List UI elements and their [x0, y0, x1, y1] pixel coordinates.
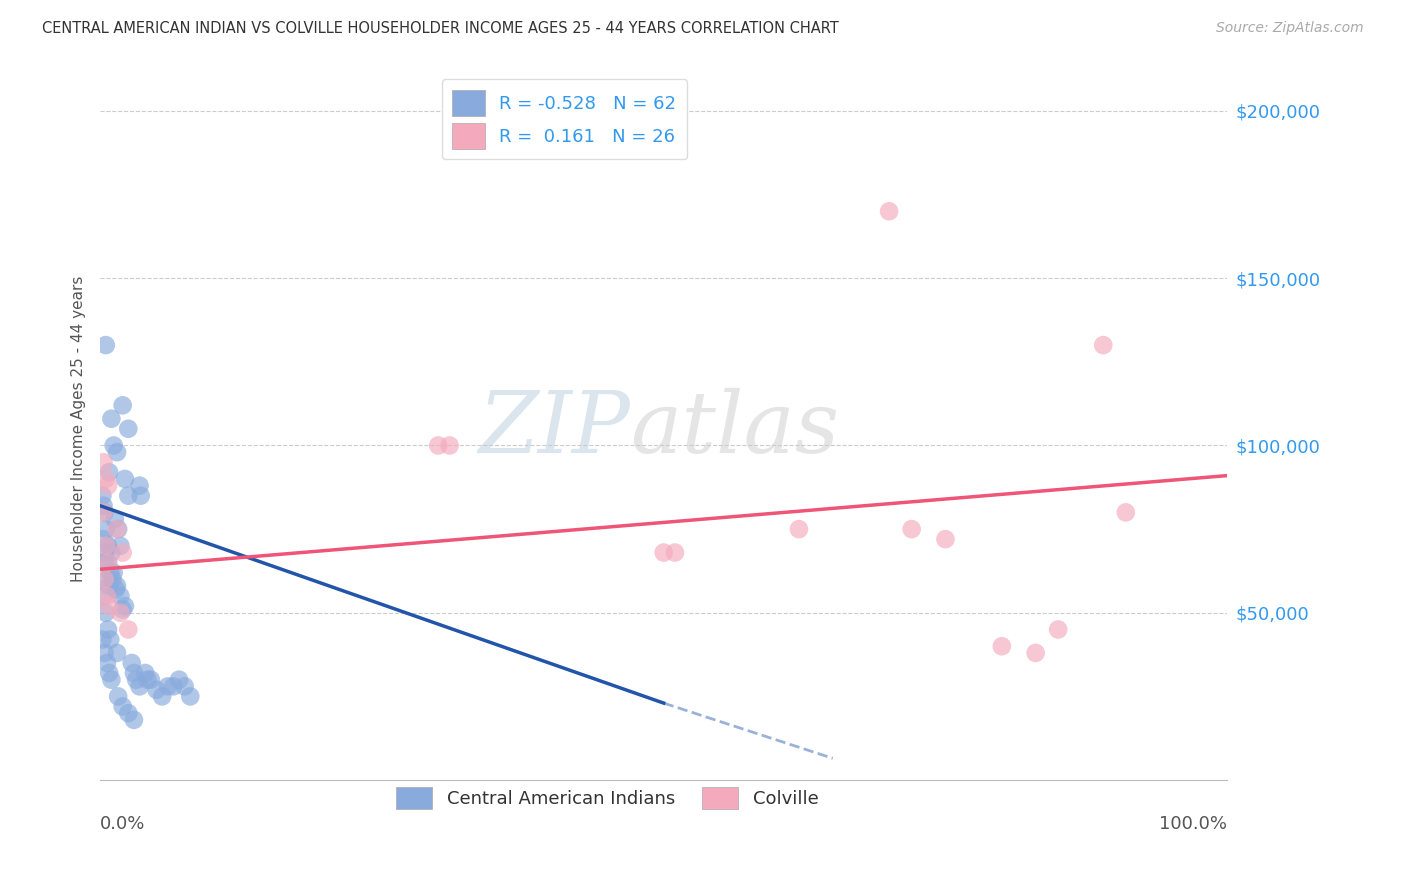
Point	[91, 489, 114, 503]
Point	[98, 579, 121, 593]
Point	[117, 706, 139, 720]
Point	[107, 690, 129, 704]
Point	[110, 589, 132, 603]
Point	[93, 455, 115, 469]
Point	[787, 522, 810, 536]
Point	[97, 556, 120, 570]
Y-axis label: Householder Income Ages 25 - 44 years: Householder Income Ages 25 - 44 years	[72, 276, 86, 582]
Point	[934, 532, 956, 546]
Point	[179, 690, 201, 704]
Point	[104, 512, 127, 526]
Point	[103, 566, 125, 580]
Point	[93, 505, 115, 519]
Point	[439, 438, 461, 452]
Point	[98, 465, 121, 479]
Point	[122, 665, 145, 680]
Legend: Central American Indians, Colville: Central American Indians, Colville	[389, 780, 825, 817]
Point	[145, 682, 167, 697]
Point	[111, 398, 134, 412]
Point	[105, 522, 128, 536]
Point	[652, 545, 675, 559]
Point	[101, 572, 124, 586]
Point	[1047, 623, 1070, 637]
Point	[110, 539, 132, 553]
Point	[122, 713, 145, 727]
Point	[128, 478, 150, 492]
Point	[107, 522, 129, 536]
Point	[877, 204, 900, 219]
Point	[1092, 338, 1115, 352]
Point	[96, 656, 118, 670]
Point	[93, 505, 115, 519]
Point	[93, 499, 115, 513]
Point	[167, 673, 190, 687]
Point	[136, 673, 159, 687]
Point	[100, 673, 122, 687]
Point	[97, 623, 120, 637]
Point	[93, 589, 115, 603]
Point	[105, 579, 128, 593]
Point	[93, 646, 115, 660]
Point	[1115, 505, 1137, 519]
Text: 0.0%: 0.0%	[100, 815, 145, 833]
Point	[664, 545, 686, 559]
Point	[104, 582, 127, 597]
Point	[103, 438, 125, 452]
Point	[97, 478, 120, 492]
Point	[94, 606, 117, 620]
Point	[100, 411, 122, 425]
Point	[98, 599, 121, 613]
Point	[94, 338, 117, 352]
Point	[105, 646, 128, 660]
Point	[139, 673, 162, 687]
Point	[110, 606, 132, 620]
Point	[129, 489, 152, 503]
Point	[162, 679, 184, 693]
Point	[121, 656, 143, 670]
Point	[111, 602, 134, 616]
Point	[1025, 646, 1047, 660]
Point	[96, 589, 118, 603]
Point	[98, 665, 121, 680]
Point	[93, 572, 115, 586]
Point	[991, 639, 1014, 653]
Point	[94, 539, 117, 553]
Text: 100.0%: 100.0%	[1159, 815, 1227, 833]
Point	[427, 438, 450, 452]
Text: atlas: atlas	[630, 387, 839, 470]
Point	[105, 445, 128, 459]
Point	[150, 690, 173, 704]
Point	[114, 599, 136, 613]
Text: ZIP: ZIP	[478, 387, 630, 470]
Point	[111, 545, 134, 559]
Point	[93, 532, 115, 546]
Text: CENTRAL AMERICAN INDIAN VS COLVILLE HOUSEHOLDER INCOME AGES 25 - 44 YEARS CORREL: CENTRAL AMERICAN INDIAN VS COLVILLE HOUS…	[42, 21, 839, 36]
Point	[125, 673, 148, 687]
Point	[117, 422, 139, 436]
Point	[97, 539, 120, 553]
Point	[98, 632, 121, 647]
Point	[117, 623, 139, 637]
Text: Source: ZipAtlas.com: Source: ZipAtlas.com	[1216, 21, 1364, 35]
Point	[117, 489, 139, 503]
Point	[94, 472, 117, 486]
Point	[114, 472, 136, 486]
Point	[96, 572, 118, 586]
Point	[94, 545, 117, 559]
Point	[128, 679, 150, 693]
Point	[93, 556, 115, 570]
Point	[111, 699, 134, 714]
Point	[97, 556, 120, 570]
Point	[156, 679, 179, 693]
Point	[100, 545, 122, 559]
Point	[98, 566, 121, 580]
Point	[900, 522, 922, 536]
Point	[173, 679, 195, 693]
Point	[94, 522, 117, 536]
Point	[91, 632, 114, 647]
Point	[134, 665, 156, 680]
